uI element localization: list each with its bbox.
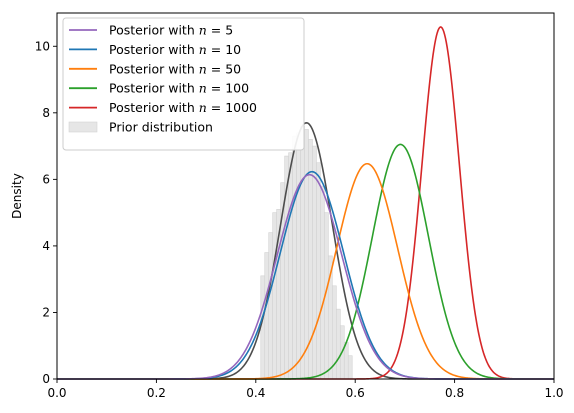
prior-histogram-bar	[316, 162, 321, 380]
y-tick-label: 10	[35, 39, 50, 53]
prior-histogram-bar	[312, 145, 317, 380]
legend: Posterior with n = 5 Posterior with n = 1…	[62, 17, 305, 151]
prior-histogram-bar	[288, 152, 293, 380]
y-tick-label: 6	[42, 172, 50, 186]
x-tick-label: 0.0	[47, 386, 66, 400]
y-axis-label: Density	[10, 173, 24, 219]
x-tick-label: 0.6	[346, 386, 365, 400]
y-axis: 0 2 4 6 8 10	[35, 39, 57, 386]
legend-label-n-10: Posterior with n = 10	[109, 42, 241, 57]
plot-frame	[56, 12, 555, 380]
prior-histogram-bar	[343, 342, 349, 380]
legend-label-n-5: Posterior with n = 5	[109, 23, 233, 38]
legend-label-n-1000: Posterior with n = 1000	[109, 100, 257, 115]
x-tick-label: 0.2	[147, 386, 166, 400]
legend-swatch-prior	[68, 121, 98, 133]
prior-histogram-bar	[300, 125, 305, 380]
prior-histogram-bar	[320, 185, 325, 380]
x-tick-label: 1.0	[544, 386, 563, 400]
y-tick-label: 8	[42, 106, 50, 120]
legend-label-n-100: Posterior with n = 100	[109, 81, 249, 96]
y-tick-label: 0	[42, 372, 50, 386]
prior-histogram-bar	[292, 135, 297, 380]
x-tick-label: 0.4	[246, 386, 265, 400]
prior-histogram-bar	[304, 129, 309, 380]
legend-label-prior: Prior distribution	[109, 120, 213, 135]
prior-histogram-bar	[264, 252, 270, 380]
legend-label-n-50: Posterior with n = 50	[109, 61, 241, 76]
y-tick-label: 4	[42, 239, 50, 253]
prior-histogram-bar	[347, 355, 353, 380]
x-axis: 0.0 0.2 0.4 0.6 0.8 1.0	[47, 379, 564, 400]
x-tick-label: 0.8	[445, 386, 464, 400]
prior-histogram-bar	[336, 308, 341, 380]
legend-frame	[62, 17, 305, 151]
prior-histogram-bar	[268, 232, 274, 380]
prior-histogram-bar	[272, 212, 277, 380]
y-tick-label: 2	[42, 305, 50, 319]
prior-histogram-bar	[260, 275, 266, 380]
prior-histogram-bar	[296, 132, 301, 380]
